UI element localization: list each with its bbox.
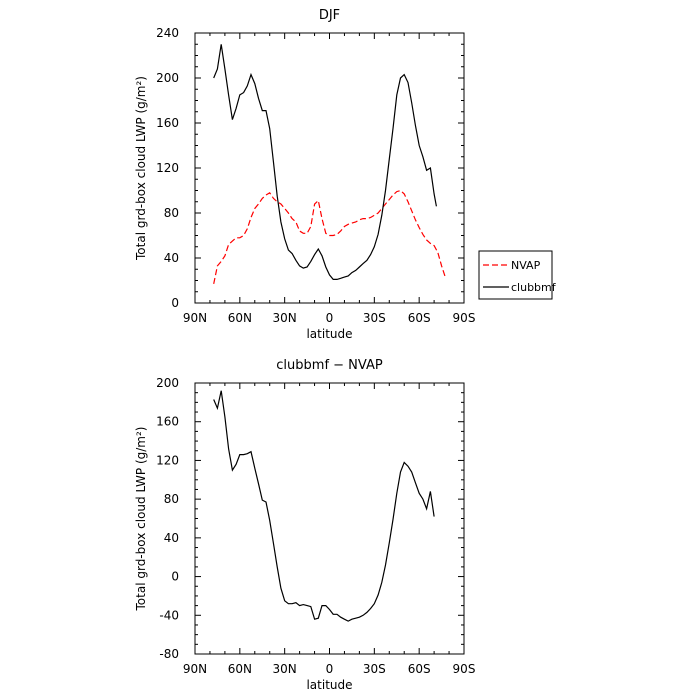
y-tick-label: 160	[156, 116, 179, 130]
y-tick-label: 120	[156, 453, 179, 467]
y-axis-title: Total grd-box cloud LWP (g/m²)	[134, 427, 148, 612]
x-tick-label: 60N	[228, 662, 252, 676]
y-tick-label: -80	[159, 647, 179, 661]
y-tick-label: 40	[164, 531, 179, 545]
x-tick-label: 30S	[363, 662, 386, 676]
x-axis-title: latitude	[306, 327, 352, 341]
series-line-NVAP	[213, 189, 446, 285]
legend-label: NVAP	[511, 259, 541, 272]
x-tick-label: 90N	[183, 662, 207, 676]
x-axis-title: latitude	[306, 678, 352, 692]
x-tick-label: 60S	[408, 662, 431, 676]
y-tick-label: 80	[164, 206, 179, 220]
x-tick-label: 30N	[273, 662, 297, 676]
y-tick-label: 200	[156, 71, 179, 85]
x-tick-label: 90S	[453, 662, 476, 676]
x-tick-label: 60N	[228, 311, 252, 325]
legend-box	[478, 250, 553, 300]
x-tick-label: 0	[326, 311, 334, 325]
chart-difference: clubbmf − NVAP 90N 60N 30N 0 30S 60S 90S -80 -40 0…	[134, 358, 475, 692]
plot-frame	[194, 382, 465, 655]
legend: NVAP clubbmf	[478, 250, 557, 300]
series-line-clubbmf	[213, 44, 437, 280]
x-tick-label: 90S	[453, 311, 476, 325]
y-tick-label: 0	[171, 570, 179, 584]
x-tick-label: 90N	[183, 311, 207, 325]
y-tick-label: 160	[156, 415, 179, 429]
chart-title: DJF	[319, 8, 340, 23]
x-tick-label: 60S	[408, 311, 431, 325]
y-tick-label: 200	[156, 376, 179, 390]
y-tick-label: 0	[171, 296, 179, 310]
y-tick-label: 120	[156, 161, 179, 175]
x-tick-label: 0	[326, 662, 334, 676]
y-tick-label: 240	[156, 26, 179, 40]
x-tick-label: 30N	[273, 311, 297, 325]
y-axis-title: Total grd-box cloud LWP (g/m²)	[134, 76, 148, 261]
chart-djf: DJF 90N 60N 30N 0 30S 60S 90S 0 40 80 120 160 200 240 l…	[134, 8, 557, 341]
plot-frame	[194, 32, 465, 304]
y-tick-label: 80	[164, 492, 179, 506]
y-tick-label: -40	[159, 608, 179, 622]
y-tick-label: 40	[164, 251, 179, 265]
series-line-difference	[213, 390, 435, 622]
x-tick-label: 30S	[363, 311, 386, 325]
legend-label: clubbmf	[511, 281, 557, 294]
chart-title: clubbmf − NVAP	[276, 358, 383, 373]
